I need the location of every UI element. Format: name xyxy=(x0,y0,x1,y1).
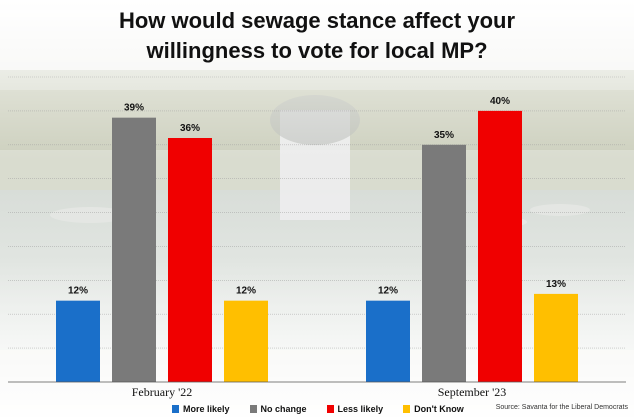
legend-label: Less likely xyxy=(337,404,384,414)
legend-swatch xyxy=(249,405,257,413)
legend: More likely No change Less likely Don't Kno… xyxy=(172,402,484,416)
bar-don-t-know-1 xyxy=(224,300,268,382)
legend-item: No change xyxy=(249,404,307,414)
data-label: 35% xyxy=(434,130,454,141)
chart-title-line-1: How would sewage stance affect your xyxy=(118,8,516,33)
legend-label: Don't Know xyxy=(414,404,464,414)
bar-don-t-know-2 xyxy=(534,293,578,382)
legend-item: Less likely xyxy=(326,404,384,414)
chart-title-line-2: willingness to vote for local MP? xyxy=(146,38,488,63)
legend-item: More likely xyxy=(172,404,230,414)
bar-less-likely-2 xyxy=(478,110,522,382)
legend-swatch xyxy=(403,405,411,413)
data-label: 40% xyxy=(490,96,510,107)
data-label: 39% xyxy=(124,103,144,114)
bar-more-likely-1 xyxy=(56,300,100,382)
legend-swatch xyxy=(172,405,179,413)
category-label: September '23 xyxy=(438,385,506,399)
bar-more-likely-2 xyxy=(366,300,410,382)
data-label: 12% xyxy=(68,286,88,297)
bar-no-change-1 xyxy=(112,117,156,383)
bar-less-likely-1 xyxy=(168,138,212,382)
legend-label: No change xyxy=(260,404,307,414)
bar-no-change-2 xyxy=(422,144,466,382)
data-label: 36% xyxy=(180,123,200,134)
category-label: February '22 xyxy=(132,385,192,399)
chart-title: How would sewage stance affect your will… xyxy=(0,6,634,66)
source-note: Source: Savanta for the Liberal Democrat… xyxy=(495,404,628,411)
legend-label: More likely xyxy=(183,404,230,414)
data-label: 12% xyxy=(378,286,398,297)
legend-swatch xyxy=(326,405,334,413)
data-label: 12% xyxy=(236,286,256,297)
data-label: 13% xyxy=(546,279,566,290)
legend-item: Don't Know xyxy=(403,404,464,414)
